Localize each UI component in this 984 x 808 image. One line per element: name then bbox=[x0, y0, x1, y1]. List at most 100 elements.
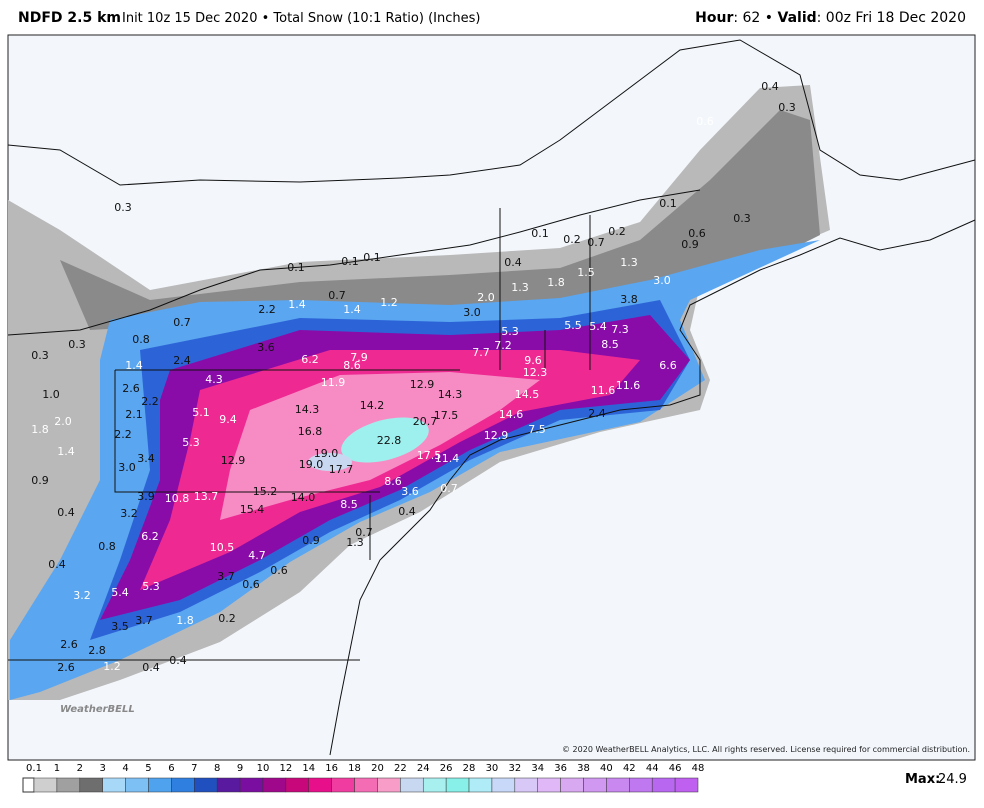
colorbar-label: 0.1 bbox=[26, 763, 42, 774]
snow-total: 15.4 bbox=[240, 503, 265, 516]
snow-total: 0.7 bbox=[440, 482, 458, 495]
colorbar-segment bbox=[56, 777, 81, 793]
colorbar-segment bbox=[262, 777, 287, 793]
snow-total: 1.2 bbox=[103, 660, 121, 673]
snow-total: 7.5 bbox=[528, 423, 546, 436]
snow-total: 3.8 bbox=[620, 293, 638, 306]
snow-total: 7.2 bbox=[494, 339, 512, 352]
valid-label: Valid bbox=[778, 10, 817, 26]
snow-total: 3.9 bbox=[137, 490, 155, 503]
snow-total: 8.6 bbox=[343, 359, 361, 372]
snow-total: 1.0 bbox=[42, 388, 60, 401]
snow-total: 11.9 bbox=[321, 376, 346, 389]
snow-total: 0.8 bbox=[132, 333, 150, 346]
colorbar-label: 5 bbox=[145, 763, 151, 774]
colorbar-start bbox=[22, 777, 35, 793]
colorbar-segment bbox=[194, 777, 218, 793]
snow-total: 12.3 bbox=[523, 366, 548, 379]
valid: : 00z Fri 18 Dec 2020 bbox=[817, 10, 966, 26]
snow-total: 0.3 bbox=[114, 201, 132, 214]
colorbar-label: 44 bbox=[646, 763, 659, 774]
snow-total: 3.0 bbox=[463, 306, 481, 319]
snow-total: 0.4 bbox=[48, 558, 66, 571]
snow-total: 2.8 bbox=[88, 644, 106, 657]
snow-total: 14.2 bbox=[360, 399, 385, 412]
colorbar-label: 48 bbox=[692, 763, 705, 774]
colorbar-segment bbox=[285, 777, 310, 793]
snow-total: 7.3 bbox=[611, 323, 629, 336]
colorbar-label: 2 bbox=[77, 763, 83, 774]
colorbar-label: 7 bbox=[191, 763, 197, 774]
snow-total: 0.4 bbox=[761, 80, 779, 93]
colorbar-segment bbox=[125, 777, 149, 793]
colorbar-label: 42 bbox=[623, 763, 636, 774]
snow-total: 0.4 bbox=[57, 506, 75, 519]
credit: © 2020 WeatherBELL Analytics, LLC. All r… bbox=[562, 745, 970, 754]
colorbar-segment bbox=[331, 777, 355, 793]
snow-total: 2.6 bbox=[57, 661, 75, 674]
snow-total: 1.4 bbox=[343, 303, 361, 316]
snow-total: 2.0 bbox=[477, 291, 495, 304]
snow-total: 22.8 bbox=[377, 434, 402, 447]
colorbar-segment bbox=[33, 777, 58, 793]
snow-total: 1.3 bbox=[511, 281, 529, 294]
snow-total: 5.5 bbox=[564, 319, 582, 332]
colorbar-label: 16 bbox=[325, 763, 338, 774]
snow-total: 0.1 bbox=[531, 227, 549, 240]
snow-total: 11.4 bbox=[435, 452, 460, 465]
snow-total: 2.0 bbox=[54, 415, 72, 428]
snow-total: 3.2 bbox=[73, 589, 91, 602]
boundaries bbox=[7, 39, 976, 756]
colorbar-segment bbox=[468, 777, 493, 793]
snow-total: 12.9 bbox=[221, 454, 246, 467]
snow-total: 17.5 bbox=[417, 449, 442, 462]
valid-info: Hour: 62 • Valid: 00z Fri 18 Dec 2020 bbox=[695, 10, 966, 26]
colorbar-segment bbox=[377, 777, 401, 793]
colorbar-label: 40 bbox=[600, 763, 613, 774]
colorbar-label: 46 bbox=[669, 763, 682, 774]
snow-total: 1.8 bbox=[547, 276, 565, 289]
snow-total: 0.3 bbox=[31, 349, 49, 362]
snow-total: 4.7 bbox=[248, 549, 266, 562]
snow-total: 5.3 bbox=[501, 325, 519, 338]
snow-total: 14.0 bbox=[291, 491, 316, 504]
snow-total: 0.1 bbox=[341, 255, 359, 268]
snow-total: 0.1 bbox=[287, 261, 305, 274]
snow-total: 0.6 bbox=[696, 115, 714, 128]
colorbar-label: 3 bbox=[100, 763, 106, 774]
snow-total: 3.6 bbox=[257, 341, 275, 354]
snow-labels: 0.40.30.60.10.30.60.90.20.70.20.10.30.10… bbox=[31, 80, 796, 674]
snow-total: 1.4 bbox=[288, 298, 306, 311]
max-label: Max: bbox=[905, 772, 940, 787]
colorbar-segment bbox=[422, 777, 447, 793]
snow-total: 0.2 bbox=[608, 225, 626, 238]
colorbar-label: 8 bbox=[214, 763, 220, 774]
snow-total: 5.3 bbox=[182, 436, 200, 449]
colorbar-label: 9 bbox=[237, 763, 243, 774]
snow-total: 19.0 bbox=[314, 447, 339, 460]
colorbar-segment bbox=[651, 777, 676, 793]
snow-total: 2.1 bbox=[125, 408, 143, 421]
snow-total: 6.6 bbox=[659, 359, 677, 372]
snow-total: 3.0 bbox=[653, 274, 671, 287]
snow-total: 14.3 bbox=[295, 403, 320, 416]
snow-total: 8.5 bbox=[340, 498, 358, 511]
snow-total: 14.3 bbox=[438, 388, 463, 401]
colorbar-segment bbox=[514, 777, 538, 793]
snow-total: 3.7 bbox=[217, 570, 235, 583]
snow-total: 0.6 bbox=[242, 578, 260, 591]
snow-total: 3.7 bbox=[135, 614, 153, 627]
snow-total: 3.2 bbox=[120, 507, 138, 520]
colorbar-label: 12 bbox=[279, 763, 292, 774]
snow-total: 3.0 bbox=[118, 461, 136, 474]
snow-total: 11.6 bbox=[616, 379, 641, 392]
snow-total: 0.2 bbox=[218, 612, 236, 625]
snow-total: 20.7 bbox=[413, 415, 438, 428]
snow-total: 0.3 bbox=[733, 212, 751, 225]
snow-total: 0.7 bbox=[355, 526, 373, 539]
colorbar-segment bbox=[216, 777, 241, 793]
colorbar-segment bbox=[445, 777, 470, 793]
snow-total: 17.7 bbox=[329, 463, 354, 476]
colorbar-segment bbox=[400, 777, 424, 793]
